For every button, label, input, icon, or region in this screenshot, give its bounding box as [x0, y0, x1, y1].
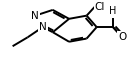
- Text: O: O: [118, 32, 126, 42]
- Text: H: H: [109, 6, 117, 16]
- Text: N: N: [31, 11, 39, 21]
- Text: Cl: Cl: [95, 2, 105, 12]
- Text: N: N: [39, 22, 47, 32]
- Text: O: O: [118, 32, 126, 42]
